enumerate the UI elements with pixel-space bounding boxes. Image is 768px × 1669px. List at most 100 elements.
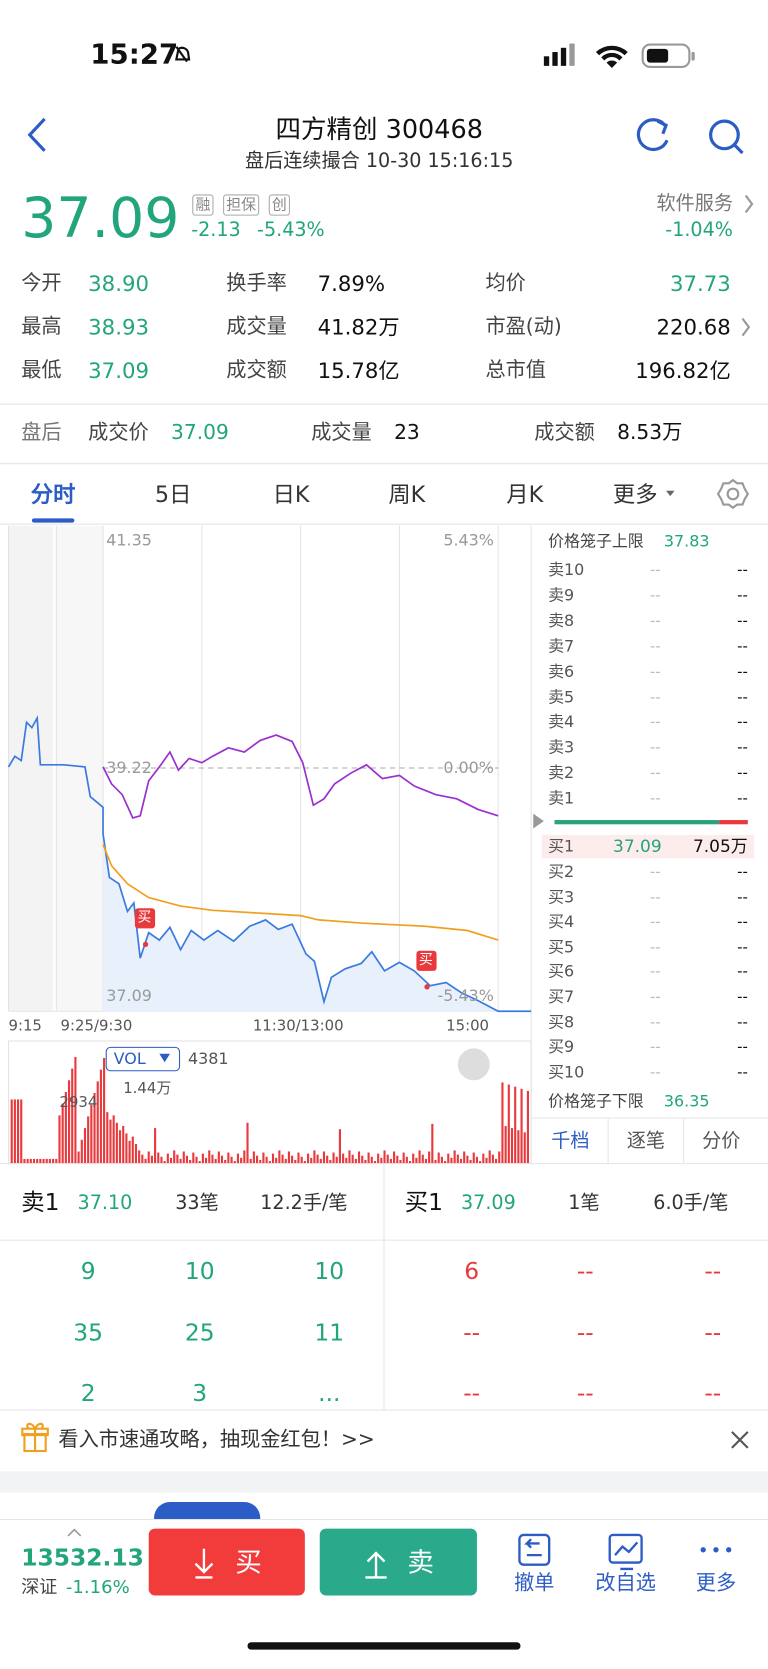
volume-bar [252,1151,255,1164]
volume-bar [13,1099,16,1164]
after-hours: 37.09 [171,421,229,445]
sell-icon [365,1551,387,1579]
tab[interactable]: 月K [506,481,544,508]
volume-bar [83,1128,87,1164]
volume-bar [166,1153,169,1164]
volume-bar [294,1159,297,1164]
volume-bar [163,1161,166,1164]
volume-bar [287,1151,290,1164]
vol-button[interactable] [105,1046,181,1072]
volume-bar [431,1123,434,1164]
volume-bar [90,1104,93,1164]
volume-bar [322,1151,326,1164]
volume-bar [424,1158,428,1164]
volume-bar [373,1161,377,1164]
buy-button[interactable] [148,1528,305,1596]
promo-banner[interactable]: 看入市速通攻略，抽现金红包！>> [58,1428,375,1452]
time-label: 9:15 [8,1017,42,1035]
bid-level: 买9 [548,1037,575,1057]
index-value: 13532.13 [21,1545,144,1573]
volume-bar [284,1158,287,1164]
bid-volume: -- [737,863,748,881]
volume-bar [189,1159,192,1164]
ask-queue: 2 [80,1380,96,1408]
close-icon[interactable] [731,1431,749,1449]
ratio-bar-ask [719,820,748,825]
volume-bar [453,1150,456,1164]
ask-queue: 3 [192,1380,208,1408]
sell-button[interactable] [319,1528,477,1596]
ask-level: 卖10 [548,560,585,580]
rotate-button[interactable] [457,1048,490,1081]
book-tab[interactable]: 分价 [702,1130,741,1153]
bid-volume: -- [737,888,748,906]
volume-bar [444,1161,447,1164]
volume-bar [361,1155,364,1164]
stat-label: 均价 [485,271,526,295]
volume-bar [134,1144,138,1164]
volume-bar [112,1115,115,1164]
axis-label: 39.22 [106,757,152,778]
bid-price: -- [650,913,661,931]
volume-bar [402,1152,405,1164]
volume-bar [504,1125,507,1164]
bid-queue: -- [576,1380,594,1408]
book-tab[interactable]: 逐笔 [626,1130,665,1153]
volume-bar [377,1153,380,1164]
volume-bar [36,1158,39,1164]
volume-bar [335,1156,338,1164]
tab[interactable]: 周K [388,481,426,508]
volume-bar [520,1088,523,1164]
limit-value: 37.83 [663,531,710,551]
ask-queue: 9 [80,1258,96,1286]
buy-label: 买 [235,1547,262,1578]
bid-queue: -- [576,1258,594,1286]
session-status: 盘后连续撮合 10-30 15:16:15 [245,149,514,173]
dropdown-icon [666,490,675,497]
ask-level: 卖6 [548,661,575,681]
ask-volume: -- [737,765,748,783]
stat-label: 最高 [21,314,62,339]
volume-bar [495,1158,498,1164]
more-icon[interactable] [700,1547,732,1553]
ask-price: -- [650,739,661,757]
trade-dot [424,984,430,990]
volume-bar [249,1158,252,1164]
after-hours: 成交量 [311,421,372,445]
volume-bar [469,1159,472,1164]
settings-icon[interactable] [716,478,750,510]
tab[interactable]: 分时 [30,481,76,508]
volume-bar [300,1156,303,1164]
bid-price: -- [650,963,661,981]
ask-volume: -- [737,612,748,630]
stat-value: 41.82万 [317,314,400,340]
back-icon[interactable] [27,117,46,152]
volume-bar [440,1156,443,1164]
bid-volume: -- [737,988,748,1006]
volume-bar [310,1157,313,1164]
bid-volume: -- [737,1014,748,1032]
ask-volume: -- [737,587,748,605]
volume-bar [240,1157,243,1164]
watchlist-icon[interactable] [608,1533,643,1571]
refresh-icon[interactable] [636,118,669,152]
tab[interactable]: 日K [272,481,310,508]
undo-icon[interactable] [518,1533,551,1566]
search-icon[interactable] [709,119,744,155]
book-tab[interactable]: 千档 [551,1130,590,1153]
after-hours: 盘后 [21,421,62,445]
volume-bar [389,1158,392,1164]
bid-level: 买3 [548,887,575,907]
volume-bar [332,1152,335,1164]
volume-bar [195,1156,198,1164]
ask-volume: -- [737,638,748,656]
divider [0,1519,768,1521]
vol-axis: 1.44万 [123,1080,172,1098]
bid-level: 买8 [548,1012,575,1032]
volume-bar [198,1161,201,1164]
volume-bar [236,1153,240,1164]
tab[interactable]: 更多 [612,481,658,508]
volume-bar [370,1156,373,1164]
bid-price: -- [650,938,661,956]
tab[interactable]: 5日 [154,481,192,508]
